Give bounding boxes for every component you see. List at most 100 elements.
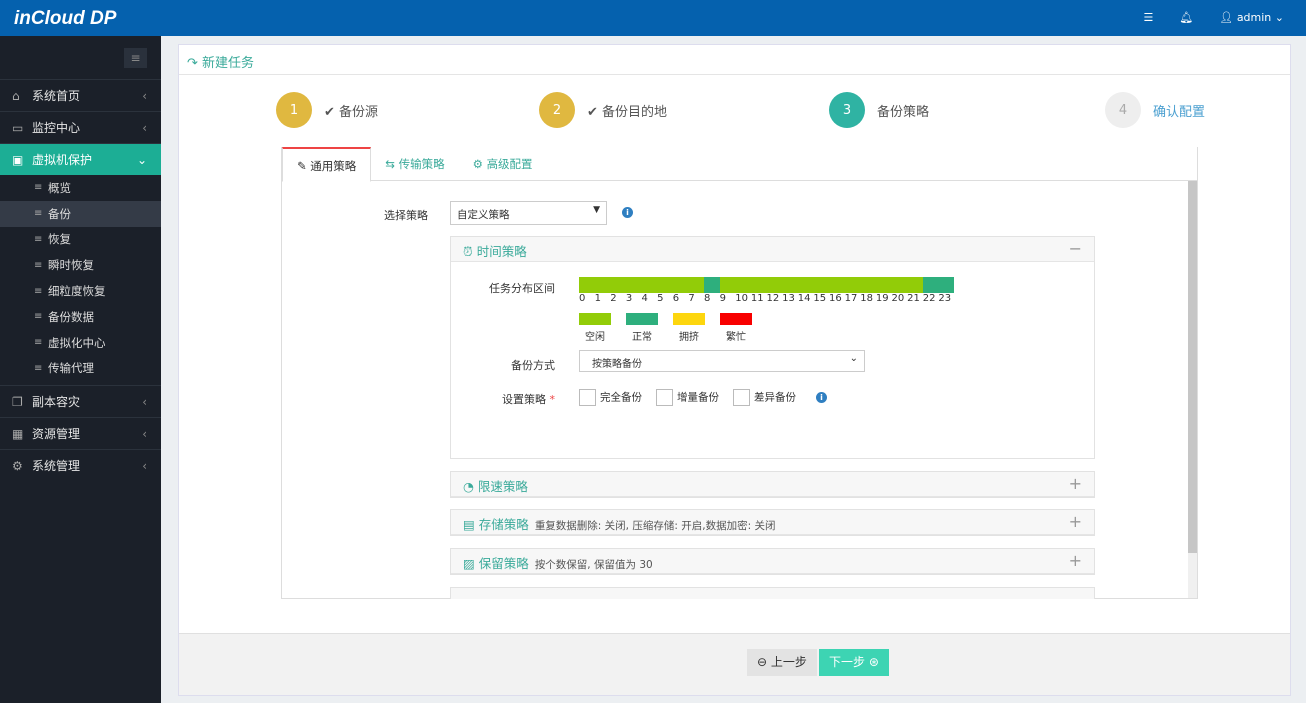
- time-strategy-header[interactable]: ⏰︎ 时间策略 −: [451, 237, 1094, 262]
- hour-label: 6: [672, 293, 680, 304]
- page-title: 新建任务: [202, 56, 255, 71]
- sidebar-subitem[interactable]: ≡ 传输代理: [0, 356, 161, 382]
- hour-segment[interactable]: [641, 277, 658, 293]
- submenu-icon: ≡: [34, 337, 43, 349]
- tab-1[interactable]: ⇆ 传输策略: [385, 157, 445, 171]
- sidebar-item-label: 资源管理: [32, 427, 81, 442]
- expand-icon[interactable]: +: [1068, 512, 1082, 531]
- hour-segment[interactable]: [875, 277, 892, 293]
- sidebar-subitem-label: 细粒度恢复: [48, 284, 106, 299]
- backup-type-checkbox[interactable]: 完全备份: [579, 389, 642, 406]
- sidebar-subitem[interactable]: ≡ 虚拟化中心: [0, 330, 161, 356]
- sidebar-item[interactable]: ▭ 监控中心 ‹: [0, 111, 161, 143]
- cutoff-section: [450, 587, 1095, 599]
- tab-0[interactable]: ✎ 通用策略: [282, 147, 372, 182]
- section-header[interactable]: ◔ 限速策略 +: [451, 472, 1094, 497]
- checkbox[interactable]: [579, 389, 596, 406]
- user-menu[interactable]: 👤︎ admin ⌄: [1219, 11, 1284, 24]
- hour-label: 7: [688, 293, 695, 304]
- sidebar-item[interactable]: ▣ 虚拟机保护 ⌄: [0, 143, 161, 175]
- chevron-left-icon: ‹: [142, 458, 147, 473]
- time-distribution-bar[interactable]: [579, 277, 954, 293]
- sidebar-subitem-label: 恢复: [48, 232, 71, 247]
- hour-segment[interactable]: [672, 277, 689, 293]
- sidebar-subitem[interactable]: ≡ 备份数据: [0, 304, 161, 330]
- hour-segment[interactable]: [766, 277, 783, 293]
- sidebar-subitem[interactable]: ≡ 概览: [0, 175, 161, 201]
- legend-label: 空闲: [585, 332, 605, 343]
- hour-label: 12: [766, 293, 780, 304]
- hour-segment[interactable]: [782, 277, 798, 293]
- hour-segment[interactable]: [797, 277, 814, 293]
- hour-segment[interactable]: [610, 277, 626, 293]
- strategy-select[interactable]: 自定义策略 ▼: [450, 201, 607, 225]
- step-number: 4: [1105, 92, 1141, 128]
- checkbox[interactable]: [656, 389, 673, 406]
- info-icon[interactable]: i: [622, 207, 633, 218]
- user-icon: 👤︎: [1219, 11, 1234, 24]
- bell-icon[interactable]: 🔔︎: [1179, 11, 1194, 24]
- hour-segment[interactable]: [829, 277, 845, 293]
- expand-icon[interactable]: +: [1068, 474, 1082, 493]
- sidebar-subitem[interactable]: ≡ 恢复: [0, 227, 161, 253]
- legend-label: 繁忙: [726, 332, 746, 343]
- collapse-icon: −: [1068, 239, 1082, 258]
- hour-segment[interactable]: [860, 277, 876, 293]
- tab-2[interactable]: ⚙ 高级配置: [472, 157, 533, 171]
- hour-segment[interactable]: [813, 277, 829, 293]
- sidebar-subitem-label: 瞬时恢复: [48, 258, 94, 273]
- next-button[interactable]: 下一步 ⊛: [819, 649, 889, 676]
- clock-icon: ⏰︎: [463, 244, 473, 259]
- chevron-down-icon: ⌄: [136, 152, 147, 167]
- info-icon[interactable]: i: [816, 392, 827, 403]
- menu-toggle-icon[interactable]: ≡: [124, 48, 147, 68]
- step-number: 3: [829, 92, 865, 128]
- hour-label: 4: [641, 293, 648, 304]
- hour-segment[interactable]: [579, 277, 595, 293]
- checkbox[interactable]: [733, 389, 750, 406]
- hour-segment[interactable]: [594, 277, 611, 293]
- sidebar-item-label: 监控中心: [32, 121, 81, 135]
- backup-type-checkbox[interactable]: 差异备份: [733, 389, 796, 406]
- chevron-left-icon: ‹: [142, 120, 147, 135]
- wizard-step: 4 确认配置: [1105, 92, 1205, 128]
- hour-label: 2: [610, 293, 617, 304]
- backup-type-checkbox[interactable]: 增量备份: [656, 389, 719, 406]
- legend-swatch: [579, 313, 611, 325]
- hour-segment[interactable]: [907, 277, 923, 293]
- tab-icon: ⇆: [385, 157, 395, 171]
- sidebar-subitem-label: 备份数据: [48, 309, 94, 324]
- scrollbar[interactable]: [1188, 181, 1197, 598]
- sidebar-item[interactable]: ❐ 副本容灾 ‹: [0, 385, 161, 417]
- hour-segment[interactable]: [750, 277, 767, 293]
- hour-label: 9: [719, 293, 726, 304]
- hour-segment[interactable]: [735, 277, 751, 293]
- sidebar-subitem[interactable]: ≡ 细粒度恢复: [0, 278, 161, 304]
- expand-icon[interactable]: +: [1068, 551, 1082, 570]
- hour-segment[interactable]: [688, 277, 704, 293]
- section-header[interactable]: ▤ 存储策略 重复数据删除: 关闭, 压缩存储: 开启,数据加密: 关闭 +: [451, 510, 1094, 535]
- step-label: 备份源: [339, 104, 379, 120]
- sidebar-subitem[interactable]: ≡ 瞬时恢复: [0, 252, 161, 278]
- hour-segment[interactable]: [704, 277, 720, 293]
- backup-mode-select[interactable]: 按策略备份 ⌄: [579, 350, 865, 372]
- hour-segment[interactable]: [719, 277, 736, 293]
- prev-button[interactable]: ⊖ 上一步: [747, 649, 817, 676]
- footer: ⊖ 上一步 下一步 ⊛: [179, 633, 1290, 695]
- hour-label: 3: [625, 293, 633, 304]
- wizard-step: 3 备份策略: [829, 92, 929, 128]
- copy-icon: ❐: [12, 394, 23, 409]
- step-number: 1: [276, 92, 312, 128]
- section-header[interactable]: ▨ 保留策略 按个数保留, 保留值为 30 +: [451, 549, 1094, 574]
- hour-segment[interactable]: [891, 277, 908, 293]
- sidebar-item[interactable]: ⌂ 系统首页 ‹: [0, 79, 161, 111]
- hour-segment[interactable]: [938, 277, 954, 293]
- server-icon[interactable]: ☰: [1143, 11, 1154, 24]
- sidebar-item[interactable]: ▦ 资源管理 ‹: [0, 417, 161, 449]
- hour-segment[interactable]: [657, 277, 673, 293]
- sidebar-item[interactable]: ⚙ 系统管理 ‹: [0, 449, 161, 481]
- hour-segment[interactable]: [844, 277, 861, 293]
- hour-segment[interactable]: [625, 277, 642, 293]
- hour-segment[interactable]: [922, 277, 939, 293]
- sidebar-subitem[interactable]: ≡ 备份: [0, 200, 161, 227]
